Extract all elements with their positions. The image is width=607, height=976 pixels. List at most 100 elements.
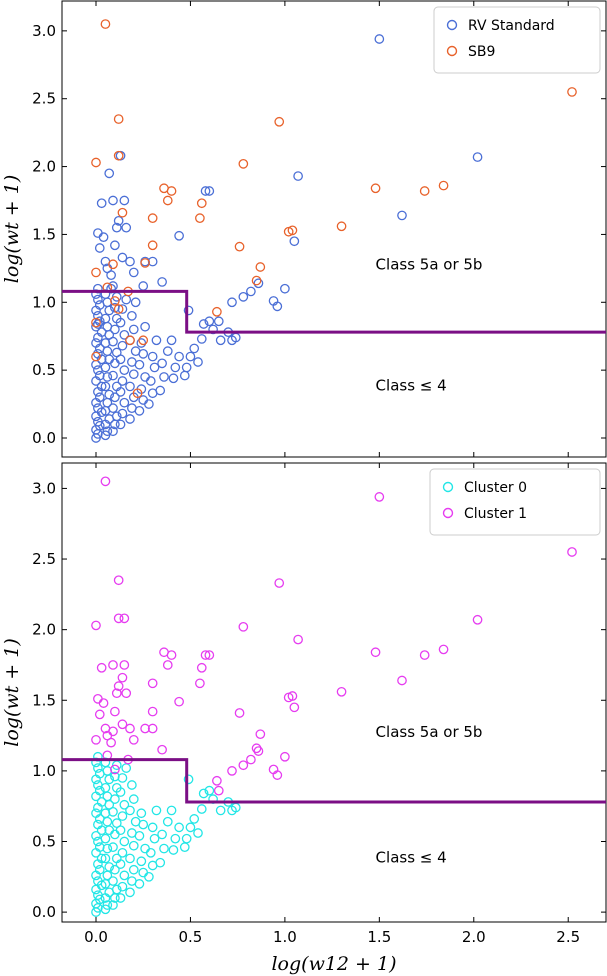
data-point (108, 900, 118, 910)
data-point (93, 763, 103, 773)
legend-label: RV Standard (468, 18, 555, 34)
data-point (253, 278, 264, 289)
data-point (100, 808, 111, 819)
data-point (117, 408, 128, 419)
data-point (185, 822, 196, 833)
data-point (121, 222, 132, 233)
data-point (134, 406, 145, 416)
data-point (113, 216, 124, 226)
data-point (108, 726, 118, 737)
y-tick-label: 0.5 (32, 361, 56, 379)
data-point (159, 843, 169, 854)
data-point (106, 270, 116, 280)
data-point (157, 277, 167, 287)
data-point (136, 338, 147, 348)
data-point (174, 696, 184, 707)
data-point (168, 373, 179, 384)
data-point (238, 292, 249, 302)
data-point (96, 381, 107, 392)
series-sb9 (91, 19, 577, 399)
data-point (113, 681, 124, 691)
data-point (113, 613, 124, 624)
data-point (117, 719, 128, 730)
data-point (91, 830, 101, 841)
data-point (174, 822, 184, 833)
data-point (213, 316, 224, 327)
data-point (138, 819, 149, 830)
data-point (374, 34, 385, 44)
series-cluster-1 (91, 476, 577, 796)
data-point (136, 856, 147, 867)
data-point (113, 304, 124, 314)
data-point (419, 186, 430, 196)
data-point (147, 822, 158, 833)
data-points (91, 19, 577, 443)
data-point (255, 262, 266, 272)
data-point (128, 864, 139, 875)
data-point (108, 876, 118, 886)
data-point (104, 389, 115, 400)
data-point (196, 804, 207, 814)
data-point (93, 319, 103, 329)
data-point (91, 338, 101, 348)
data-point (145, 376, 156, 386)
annotation-label: Class ≤ 4 (376, 377, 447, 395)
data-point (195, 213, 205, 223)
data-point (140, 258, 150, 268)
data-point (162, 660, 173, 670)
data-point (108, 370, 118, 381)
data-point (370, 647, 381, 658)
data-point (166, 650, 177, 660)
data-point (128, 267, 139, 278)
data-point (127, 311, 137, 321)
class-boundary-line (62, 758, 606, 804)
data-point (93, 819, 103, 830)
data-point (183, 774, 194, 785)
data-point (108, 259, 118, 270)
data-point (336, 221, 347, 232)
data-point (227, 766, 237, 776)
data-point (280, 751, 290, 762)
annotation-label: Class 5a or 5b (376, 256, 483, 274)
data-point (208, 324, 218, 335)
class-boundary-line (62, 289, 606, 334)
data-point (168, 845, 179, 855)
data-point (189, 343, 200, 354)
data-point (108, 336, 118, 347)
data-points (91, 476, 577, 917)
data-point (374, 492, 385, 502)
data-point (174, 230, 184, 241)
data-point (287, 225, 298, 236)
data-point (130, 297, 141, 308)
data-point (93, 228, 103, 238)
data-point (121, 688, 132, 699)
legend-marker (442, 481, 454, 493)
data-point (91, 734, 101, 745)
data-point (397, 210, 407, 221)
y-axis-label: log(wt + 1) (1, 638, 23, 747)
legend-box (429, 468, 601, 536)
data-point (117, 847, 128, 858)
legend-label: Cluster 1 (464, 506, 527, 522)
data-point (125, 723, 135, 734)
data-point (93, 294, 103, 305)
data-point (147, 678, 158, 689)
data-point (200, 650, 211, 660)
data-point (370, 183, 381, 194)
data-point (204, 785, 215, 796)
data-point (104, 168, 115, 179)
data-point (117, 340, 128, 351)
data-point (136, 808, 147, 819)
legend: Cluster 0 Cluster 1 (429, 468, 601, 536)
data-point (293, 171, 303, 181)
data-point (147, 706, 158, 717)
data-point (110, 706, 120, 717)
x-axis-label: log(w12 + 1) (271, 953, 396, 975)
x-tick-label: 0.0 (84, 928, 108, 946)
data-point (98, 698, 109, 708)
data-point (113, 575, 124, 586)
data-point (157, 829, 167, 840)
legend: RV Standard SB9 (433, 6, 601, 74)
data-point (255, 729, 266, 740)
